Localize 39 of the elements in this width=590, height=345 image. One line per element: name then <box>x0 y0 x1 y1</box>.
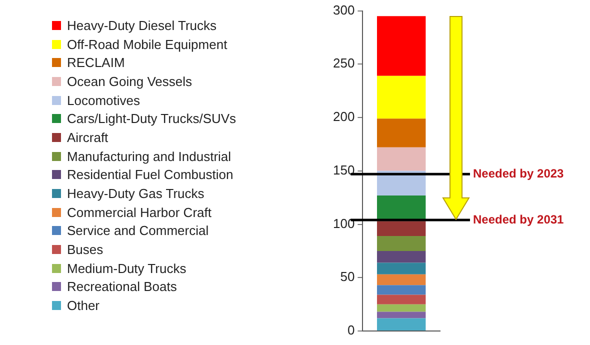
ref-line-label: Needed by 2031 <box>473 212 564 226</box>
legend-label: Manufacturing and Industrial <box>67 148 232 164</box>
legend-label: Buses <box>67 242 104 258</box>
legend-label: Off-Road Mobile Equipment <box>67 36 228 52</box>
y-tick-label: 200 <box>332 109 355 124</box>
legend-label: Heavy-Duty Gas Trucks <box>67 186 204 202</box>
legend-label: Locomotives <box>67 92 140 108</box>
bar <box>376 262 426 274</box>
bar <box>376 304 426 312</box>
legend-label: Cars/Light-Duty Trucks/SUVs <box>67 111 236 126</box>
bar <box>376 312 426 318</box>
legend-label: Commercial Harbor Craft <box>67 204 212 220</box>
legend-label: RECLAIM <box>67 55 125 70</box>
legend-label: Recreational Boats <box>67 279 177 294</box>
bar <box>376 294 426 304</box>
bar <box>376 274 426 286</box>
legend-label: Service and Commercial <box>67 223 209 238</box>
bar <box>376 118 426 148</box>
legend-label: Medium-Duty Trucks <box>67 260 186 276</box>
bar <box>376 221 426 236</box>
y-tick-label: 150 <box>332 162 355 178</box>
bar <box>376 318 426 330</box>
legend-label: Heavy-Duty Diesel Trucks <box>67 18 217 33</box>
y-tick-label: 250 <box>332 56 355 71</box>
y-tick-label: 0 <box>347 322 355 338</box>
bar <box>376 250 426 263</box>
y-tick-label: 100 <box>332 216 355 231</box>
bar <box>376 236 426 251</box>
y-tick-label: 50 <box>340 269 355 284</box>
legend-label: Ocean Going Vessels <box>67 74 192 89</box>
bar <box>376 76 426 119</box>
y-tick-label: 300 <box>332 2 355 18</box>
bar <box>376 147 426 171</box>
ref-line-label: Needed by 2023 <box>473 166 564 180</box>
bar <box>376 285 426 295</box>
bar <box>376 16 426 76</box>
legend-label: Residential Fuel Combustion <box>67 167 234 182</box>
legend-label: Aircraft <box>67 130 108 145</box>
legend-label: Other <box>67 298 100 314</box>
